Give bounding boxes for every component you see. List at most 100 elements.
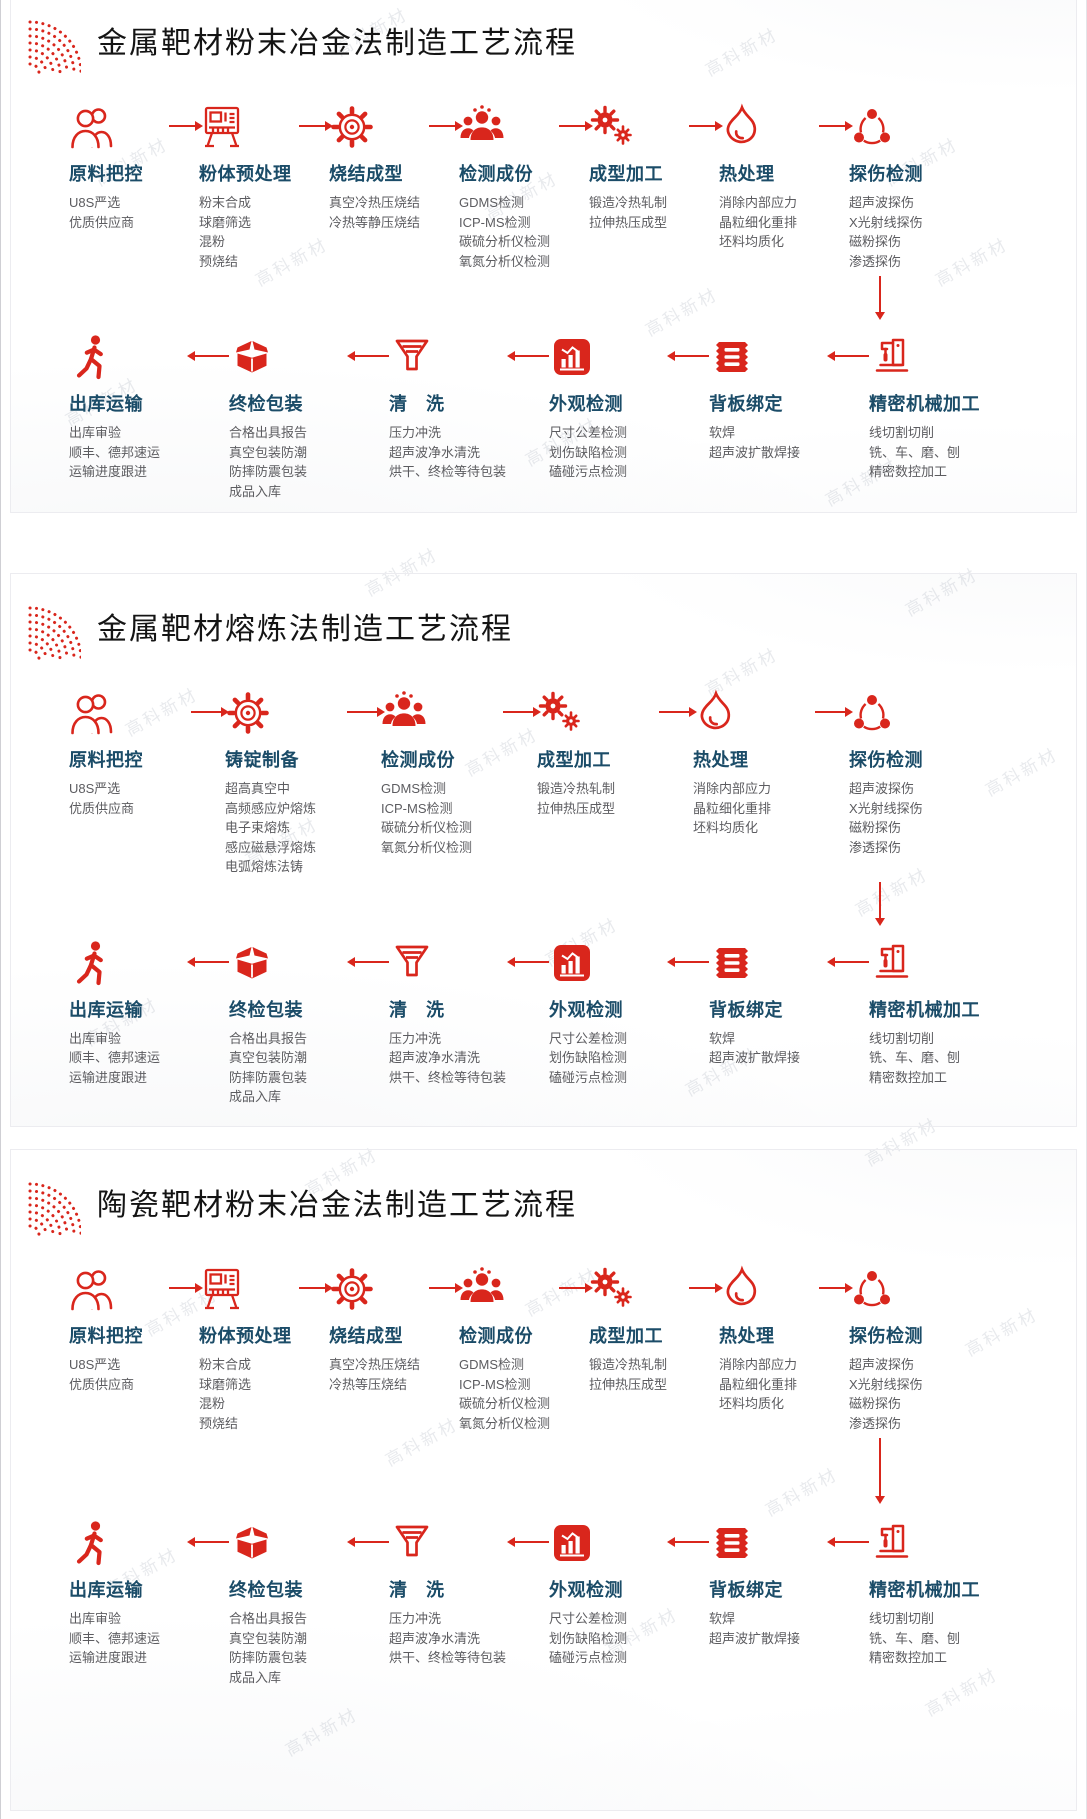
step-detail-line: 真空包装防潮 [229, 1630, 308, 1646]
arrow-right-icon [819, 1283, 853, 1293]
step-detail-line: 粉末合成 [199, 1357, 252, 1372]
step-detail-line: 出库审验 [69, 1611, 122, 1626]
step-details: 粉末合成 球磨筛选 混粉 预烧结 [199, 193, 299, 271]
process-step: 原料把控 U8S严选 优质供应商 [69, 687, 191, 818]
step-details: 出库审验 顺丰、德邦速运 运输进度跟进 [69, 1029, 191, 1088]
step-details: 出库审验 顺丰、德邦速运 运输进度跟进 [69, 423, 191, 482]
fan-dots-logo-icon [25, 1175, 81, 1237]
step-title: 烧结成型 [329, 1326, 403, 1346]
step-detail-line: 高频感应炉熔炼 [225, 800, 317, 816]
step-detail-line: 合格出具报告 [229, 425, 308, 440]
step-title: 精密机械加工 [869, 394, 980, 414]
step-title: 清 洗 [389, 394, 445, 414]
arrow-right-icon [559, 121, 593, 131]
flow-row-backward: 出库运输 出库审验 顺丰、德邦速运 运输进度跟进 终检包装 合格出具报告 真空包装防潮 防摔… [11, 1517, 1076, 1687]
step-detail-line: 电子束熔炼 [225, 820, 291, 835]
arrow-right-icon [429, 121, 463, 131]
step-detail-line: 烘干、终检等待包装 [389, 464, 507, 479]
step-detail-line: 粉末合成 [199, 195, 252, 210]
step-details: 锻造冷热轧制 拉伸热压成型 [537, 779, 659, 818]
step-details: U8S严选 优质供应商 [69, 779, 191, 818]
step-detail-line: 拉伸热压成型 [589, 1376, 668, 1392]
walker-icon [69, 331, 191, 381]
step-details: 锻造冷热轧制 拉伸热压成型 [589, 193, 689, 232]
step-title: 热处理 [693, 750, 749, 770]
step-detail-line: 碳硫分析仪检测 [459, 234, 551, 249]
arrow-left-icon [827, 1537, 869, 1547]
step-title: 背板绑定 [709, 394, 783, 414]
gears-icon [589, 1263, 689, 1313]
funnel-icon [389, 1517, 511, 1567]
flame-icon [693, 687, 815, 737]
step-title: 终检包装 [229, 1580, 303, 1600]
gears-icon [537, 687, 659, 737]
step-title: 外观检测 [549, 999, 623, 1020]
step-detail-line: 超声波扩散焊接 [709, 1050, 801, 1065]
gear-icon [329, 1263, 429, 1313]
step-detail-line: 精密数控加工 [869, 1650, 948, 1665]
section-title: 金属靶材粉末冶金法制造工艺流程 [97, 27, 577, 61]
step-title: 探伤检测 [849, 1326, 923, 1346]
step-detail-line: 成品入库 [229, 1089, 282, 1104]
arrow-right-icon [169, 1283, 203, 1293]
step-detail-line: 真空冷热压烧结 [329, 195, 421, 210]
step-title: 成型加工 [537, 750, 611, 770]
process-step: 原料把控 U8S严选 优质供应商 [69, 1263, 169, 1394]
process-step: 清 洗压力冲洗 超声波净水清洗 烘干、终检等待包装 [389, 1517, 511, 1668]
step-details: 粉末合成 球磨筛选 混粉 预烧结 [199, 1355, 299, 1433]
process-step: 出库运输 出库审验 顺丰、德邦速运 运输进度跟进 [69, 1517, 191, 1668]
step-details: GDMS检测 ICP-MS检测 碳硫分析仪检测 氧氮分析仪检测 [459, 1355, 559, 1433]
stamp-icon [709, 331, 831, 381]
process-step: 清 洗压力冲洗 超声波净水清洗 烘干、终检等待包装 [389, 937, 511, 1088]
step-detail-line: 锻造冷热轧制 [537, 781, 616, 796]
process-step: 背板绑定 软焊 超声波扩散焊接 [709, 1517, 831, 1648]
process-step: 铸锭制备 超高真空中 高频感应炉熔炼 电子束熔炼 感应磁悬浮熔炼 电弧熔炼法铸 [225, 687, 347, 877]
package-icon [229, 331, 351, 381]
step-details: 软焊 超声波扩散焊接 [709, 423, 831, 462]
vertical-connector-strip [11, 877, 1076, 937]
step-title: 探伤检测 [849, 750, 923, 770]
arrow-right-icon [559, 1283, 593, 1293]
section-header: 金属靶材熔炼法制造工艺流程 [11, 574, 1076, 661]
step-detail-line: 氧氮分析仪检测 [459, 253, 551, 269]
arrow-down-icon [875, 276, 885, 320]
gear-icon [329, 101, 429, 151]
arrow-left-icon [827, 956, 869, 967]
step-detail-line: 球磨筛选 [199, 1376, 252, 1392]
step-detail-line: 软焊 [709, 425, 736, 440]
step-title: 检测成份 [459, 164, 533, 184]
step-title: 检测成份 [381, 750, 455, 770]
flow-row-forward: 原料把控 U8S严选 优质供应商 粉体预处理 粉末合成 球磨筛选 混粉 预烧结 烧结成型 真空… [11, 101, 1076, 271]
step-detail-line: 拉伸热压成型 [537, 800, 616, 816]
process-step: 终检包装 合格出具报告 真空包装防潮 防摔防震包装 成品入库 [229, 331, 351, 501]
arrow-right-icon [169, 121, 203, 131]
arrow-right-icon [191, 707, 229, 717]
step-detail-line: 磕碰污点检测 [549, 1650, 628, 1665]
arrow-right-icon [819, 121, 853, 131]
step-detail-line: 磁粉探伤 [849, 234, 902, 249]
step-details: 合格出具报告 真空包装防潮 防摔防震包装 成品入库 [229, 1029, 351, 1107]
step-detail-line: X光射线探伤 [849, 800, 923, 816]
step-title: 原料把控 [69, 1326, 143, 1346]
step-detail-line: 超声波探伤 [849, 195, 915, 210]
step-details: 消除内部应力 晶粒细化重排 坯料均质化 [719, 1355, 819, 1414]
flow-row-forward: 原料把控 U8S严选 优质供应商 粉体预处理 粉末合成 球磨筛选 混粉 预烧结 烧结成型 真空… [11, 1263, 1076, 1433]
process-step: 背板绑定 软焊 超声波扩散焊接 [709, 937, 831, 1068]
step-detail-line: 烘干、终检等待包装 [389, 1650, 507, 1665]
process-step: 精密机械加工 线切割切削 铣、车、磨、刨 精密数控加工 [869, 331, 991, 482]
step-title: 铸锭制备 [225, 750, 299, 770]
step-detail-line: 铣、车、磨、刨 [869, 1050, 961, 1065]
step-detail-line: 划伤缺陷检测 [549, 444, 628, 460]
process-step: 出库运输出库审验 顺丰、德邦速运 运输进度跟进 [69, 331, 191, 482]
step-title: 出库运输 [69, 394, 143, 414]
step-detail-line: 晶粒细化重排 [719, 1376, 798, 1392]
process-step: 成型加工 锻造冷热轧制 拉伸热压成型 [589, 1263, 689, 1394]
step-detail-line: 磕碰污点检测 [549, 464, 628, 479]
process-step: 外观检测 尺寸公差检测 划伤缺陷检测 磕碰污点检测 [549, 937, 671, 1088]
step-details: GDMS检测 ICP-MS检测 碳硫分析仪检测 氧氮分析仪检测 [381, 779, 503, 857]
arrow-left-icon [187, 956, 229, 967]
person-icon [69, 1263, 169, 1313]
process-step: 粉体预处理 粉末合成 球磨筛选 混粉 预烧结 [199, 1263, 299, 1433]
walker-icon [69, 1517, 191, 1567]
step-detail-line: GDMS检测 [381, 781, 447, 796]
